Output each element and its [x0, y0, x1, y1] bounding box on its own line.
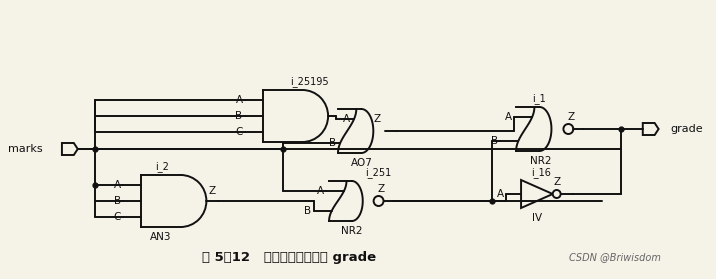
Text: AN3: AN3: [150, 232, 172, 242]
Text: NR2: NR2: [530, 156, 551, 166]
Text: i_16: i_16: [531, 168, 551, 179]
Text: B: B: [236, 111, 243, 121]
Text: CSDN @Briwisdom: CSDN @Briwisdom: [569, 252, 661, 262]
Polygon shape: [643, 123, 659, 135]
Text: B: B: [491, 136, 498, 146]
Text: marks: marks: [7, 144, 42, 154]
Text: i_251: i_251: [364, 168, 391, 179]
Polygon shape: [521, 180, 553, 208]
Circle shape: [553, 190, 561, 198]
Text: Z: Z: [374, 114, 381, 124]
Text: NR2: NR2: [341, 226, 362, 236]
Text: B: B: [329, 138, 336, 148]
Text: A: A: [505, 112, 512, 122]
Text: A: A: [236, 95, 243, 105]
Text: grade: grade: [670, 124, 703, 134]
Text: Z: Z: [568, 112, 575, 122]
Text: Z: Z: [209, 186, 216, 196]
Text: i_2: i_2: [155, 162, 169, 172]
Text: A: A: [316, 186, 324, 196]
Text: B: B: [114, 196, 121, 206]
Text: A: A: [343, 114, 349, 124]
Text: i_25195: i_25195: [291, 76, 329, 87]
Circle shape: [374, 196, 384, 206]
Text: B: B: [304, 206, 311, 216]
Text: C: C: [236, 127, 243, 137]
Text: A: A: [497, 189, 504, 199]
Text: i_1: i_1: [532, 93, 546, 104]
Text: Z: Z: [553, 177, 560, 187]
Text: C: C: [114, 212, 121, 222]
Circle shape: [563, 124, 574, 134]
Text: Z: Z: [378, 184, 385, 194]
Text: IV: IV: [532, 213, 542, 223]
Text: AO7: AO7: [351, 158, 373, 168]
Polygon shape: [62, 143, 78, 155]
Text: A: A: [114, 180, 121, 190]
Text: 图 5－12   没有生成锁存器的 grade: 图 5－12 没有生成锁存器的 grade: [203, 251, 377, 263]
